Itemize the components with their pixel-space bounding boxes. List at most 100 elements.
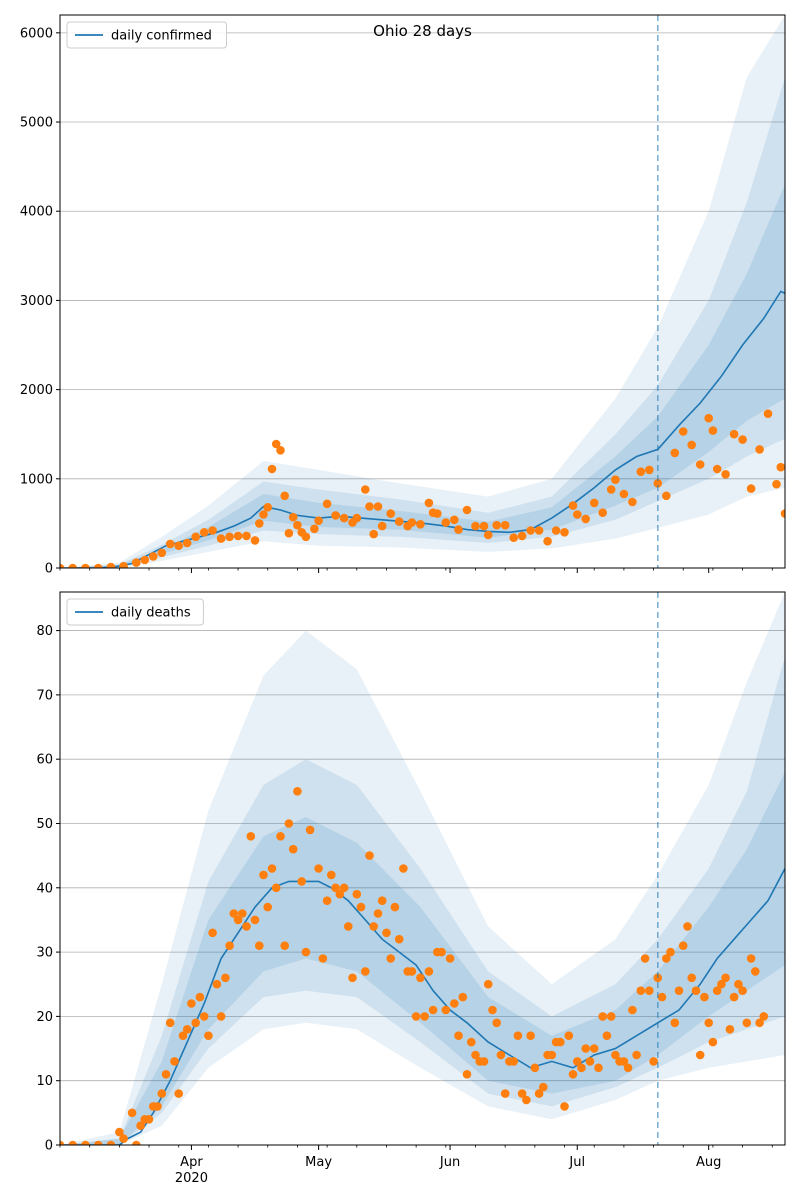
data-point — [708, 1037, 718, 1047]
data-point — [636, 986, 646, 995]
data-point — [250, 915, 260, 925]
data-point — [492, 1018, 502, 1028]
data-point — [467, 1037, 476, 1047]
data-point — [564, 1031, 574, 1040]
data-point — [560, 1102, 569, 1111]
data-point — [598, 508, 607, 517]
data-point — [522, 1095, 531, 1105]
data-point — [483, 530, 493, 540]
data-point — [712, 464, 722, 474]
data-point — [492, 520, 502, 530]
data-point — [416, 973, 425, 983]
data-point — [670, 448, 680, 458]
data-point — [271, 439, 281, 449]
x-year-label: 2020 — [175, 1171, 208, 1186]
data-point — [645, 465, 654, 475]
data-point — [573, 510, 582, 519]
y-tick-label: 10 — [36, 1074, 53, 1089]
data-point — [751, 967, 760, 976]
data-point — [314, 864, 323, 873]
axes-frame — [59, 14, 786, 569]
data-point — [221, 973, 230, 983]
data-point — [191, 1018, 200, 1028]
data-point — [195, 992, 205, 1002]
data-point — [585, 1057, 595, 1066]
legend: daily deaths — [66, 598, 204, 626]
data-point — [594, 1063, 603, 1073]
data-point — [450, 999, 459, 1008]
axes-frame — [59, 591, 786, 1146]
data-point — [165, 539, 175, 549]
data-point — [297, 877, 307, 886]
y-tick-label: 1000 — [20, 472, 53, 487]
data-point — [394, 517, 404, 526]
data-point — [691, 986, 701, 995]
data-point — [386, 509, 396, 518]
legend-label: daily confirmed — [111, 29, 212, 44]
data-point — [68, 1140, 77, 1145]
data-point — [640, 954, 650, 963]
data-point — [369, 922, 379, 931]
y-tick-label: 0 — [45, 562, 53, 577]
data-point — [556, 1037, 565, 1047]
data-point — [526, 1031, 535, 1040]
data-point — [721, 470, 730, 479]
data-point — [365, 851, 374, 860]
data-point — [619, 1057, 629, 1066]
data-point — [284, 819, 294, 828]
data-point — [746, 484, 756, 493]
data-point — [687, 973, 696, 983]
data-point — [361, 967, 370, 976]
data-point — [301, 532, 311, 542]
confirmed-panel: 0 1000 2000 3000 4000 5000 6000 Ohio 28 days dai… — [20, 14, 786, 577]
data-point — [199, 528, 209, 537]
data-point — [254, 941, 264, 950]
data-point — [81, 563, 90, 568]
y-tick-label: 40 — [36, 881, 53, 896]
y-tick-label: 0 — [45, 1139, 53, 1154]
data-point — [199, 1012, 209, 1021]
data-point — [267, 864, 277, 873]
data-point — [318, 954, 328, 963]
data-point — [437, 947, 446, 957]
data-point — [517, 1089, 527, 1098]
y-tick-label: 80 — [36, 624, 53, 639]
data-point — [225, 532, 234, 542]
data-point — [458, 992, 468, 1002]
data-point — [254, 519, 264, 528]
uncertainty-band-2 — [60, 656, 785, 1145]
data-point — [433, 509, 442, 518]
data-point — [411, 1012, 421, 1021]
data-point — [611, 1050, 620, 1060]
data-point — [327, 870, 336, 880]
data-point — [369, 529, 379, 539]
data-point — [500, 1089, 510, 1098]
data-point — [267, 464, 277, 474]
data-point — [390, 902, 400, 912]
y-tick-label: 50 — [36, 817, 53, 832]
data-point — [263, 503, 273, 512]
data-point — [416, 520, 425, 529]
data-point — [407, 967, 417, 976]
data-point — [144, 1115, 154, 1124]
data-point — [284, 528, 294, 538]
data-point — [81, 1140, 90, 1145]
data-point — [271, 883, 281, 893]
data-point — [382, 928, 391, 938]
data-point — [543, 536, 552, 546]
data-point — [182, 1025, 192, 1034]
data-point — [632, 1050, 641, 1060]
data-point — [339, 513, 349, 523]
data-point — [725, 1025, 735, 1034]
data-point — [344, 922, 353, 931]
data-point — [483, 979, 493, 989]
data-point — [280, 491, 290, 501]
data-point — [445, 954, 455, 963]
data-point — [233, 915, 243, 925]
data-point — [534, 526, 544, 535]
data-point — [454, 525, 463, 534]
data-point — [577, 1063, 586, 1073]
y-tick-label: 70 — [36, 688, 53, 703]
uncertainty-band-1 — [60, 592, 785, 1145]
data-point — [717, 979, 726, 989]
